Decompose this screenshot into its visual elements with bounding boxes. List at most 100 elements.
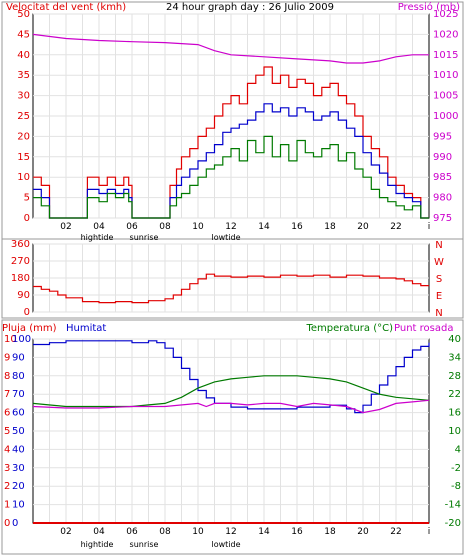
hour-tick-label: 16 bbox=[291, 527, 303, 537]
series-pressure bbox=[32, 33, 429, 64]
lowtide-marker-bottom: lowtide bbox=[211, 540, 240, 549]
hour-tick-label: 04 bbox=[93, 527, 105, 537]
direction-tick-label: 180 bbox=[11, 273, 30, 284]
hour-tick-label: i bbox=[428, 222, 431, 232]
hour-tick-label: 10 bbox=[192, 527, 204, 537]
temperature-tick-label: -2 bbox=[451, 463, 461, 474]
humidity-tick-label: 60 bbox=[12, 408, 25, 419]
wind-direction-panel-frame bbox=[1, 238, 464, 319]
wind-speed-tick-label: 15 bbox=[17, 152, 30, 163]
temperature-axis-label: Temperatura (°C) bbox=[305, 323, 393, 334]
axis-tick-labels: 0510152025303540455097598098599099510001… bbox=[4, 9, 461, 537]
temperature-tick-label: -8 bbox=[451, 481, 461, 492]
rain-tick-label: 3 bbox=[4, 463, 10, 474]
hour-tick-label: 18 bbox=[324, 222, 336, 232]
rain-tick-label: 2 bbox=[4, 481, 10, 492]
compass-tick-label: E bbox=[436, 291, 442, 302]
hour-tick-label: 18 bbox=[324, 527, 336, 537]
series-temperature bbox=[32, 375, 430, 408]
hour-tick-label: 14 bbox=[258, 527, 270, 537]
pressure-tick-label: 990 bbox=[433, 152, 452, 163]
rain-axis-label: Pluja (mm) bbox=[2, 323, 57, 334]
hour-tick-label: 20 bbox=[357, 222, 369, 232]
hour-tick-label: 06 bbox=[126, 527, 138, 537]
sunrise-marker-top: sunrise bbox=[130, 233, 159, 242]
rain-tick-label: 1 bbox=[4, 500, 10, 511]
series-wind-direction bbox=[33, 273, 429, 304]
compass-tick-label: N bbox=[435, 308, 442, 319]
wind-speed-tick-label: 35 bbox=[17, 70, 30, 81]
temperature-tick-label: 10 bbox=[448, 426, 461, 437]
wind-speed-axis-label: Velocitat del vent (kmh) bbox=[6, 2, 126, 13]
humidity-tick-label: 10 bbox=[12, 500, 25, 511]
temperature-tick-label: -20 bbox=[445, 518, 461, 529]
series-humidity bbox=[33, 340, 430, 414]
humidity-tick-label: 50 bbox=[12, 426, 25, 437]
humidity-tick-label: 0 bbox=[12, 518, 18, 529]
pressure-tick-label: 1010 bbox=[433, 70, 458, 81]
hour-tick-label: 08 bbox=[159, 527, 171, 537]
temperature-tick-label: 40 bbox=[448, 334, 461, 345]
direction-tick-label: 90 bbox=[17, 290, 30, 301]
hightide-marker-top: hightide bbox=[81, 233, 114, 242]
humidity-tick-label: 90 bbox=[12, 352, 25, 363]
pressure-tick-label: 1015 bbox=[433, 50, 458, 61]
rain-tick-label: 10 bbox=[4, 334, 17, 345]
hour-tick-label: 14 bbox=[258, 222, 270, 232]
sunrise-marker-bottom: sunrise bbox=[130, 540, 159, 549]
hour-tick-label: 02 bbox=[60, 527, 71, 537]
hour-tick-label: 22 bbox=[390, 222, 401, 232]
series-dew-point bbox=[32, 399, 430, 414]
hour-tick-label: 12 bbox=[225, 222, 236, 232]
rain-tick-label: 0 bbox=[4, 518, 10, 529]
rain-tick-label: 4 bbox=[4, 444, 10, 455]
direction-tick-label: 270 bbox=[11, 256, 30, 267]
temperature-tick-label: -14 bbox=[445, 500, 461, 511]
lowtide-marker-top: lowtide bbox=[211, 233, 240, 242]
wind-speed-tick-label: 50 bbox=[17, 9, 30, 20]
hour-tick-label: 10 bbox=[192, 222, 204, 232]
hour-tick-label: 22 bbox=[390, 527, 401, 537]
humidity-tick-label: 100 bbox=[12, 334, 31, 345]
series-wind-min bbox=[33, 135, 429, 219]
wind-speed-tick-label: 25 bbox=[17, 111, 30, 122]
pressure-tick-label: 995 bbox=[433, 131, 452, 142]
wind-speed-tick-label: 45 bbox=[17, 29, 30, 40]
hour-tick-label: i bbox=[428, 527, 431, 537]
temperature-tick-label: 28 bbox=[448, 371, 461, 382]
direction-tick-label: 360 bbox=[11, 239, 30, 250]
series-wind-avg bbox=[33, 103, 429, 219]
hour-tick-label: 06 bbox=[126, 222, 138, 232]
humidity-temperature-panel-frame bbox=[1, 319, 464, 555]
series-wind-gust bbox=[33, 66, 429, 219]
temperature-tick-label: 34 bbox=[448, 352, 461, 363]
humidity-axis-label: Humitat bbox=[66, 323, 106, 334]
hightide-marker-bottom: hightide bbox=[81, 540, 114, 549]
pressure-tick-label: 1000 bbox=[433, 111, 458, 122]
hour-tick-label: 12 bbox=[225, 527, 236, 537]
temperature-tick-label: 4 bbox=[455, 444, 461, 455]
compass-tick-label: S bbox=[436, 274, 442, 285]
wind-speed-tick-label: 5 bbox=[24, 193, 30, 204]
hour-tick-label: 02 bbox=[60, 222, 71, 232]
rain-tick-label: 7 bbox=[4, 389, 10, 400]
pressure-tick-label: 975 bbox=[433, 213, 452, 224]
humidity-tick-label: 80 bbox=[12, 371, 25, 382]
pressure-tick-label: 980 bbox=[433, 193, 452, 204]
chart-title: 24 hour graph day : 26 Julio 2009 bbox=[166, 2, 334, 13]
pressure-axis-label: Pressió (mb) bbox=[398, 1, 460, 13]
hour-tick-label: 04 bbox=[93, 222, 105, 232]
hour-tick-label: 08 bbox=[159, 222, 171, 232]
wind-speed-tick-label: 10 bbox=[17, 172, 30, 183]
pressure-tick-label: 1020 bbox=[433, 29, 458, 40]
pressure-tick-label: 1025 bbox=[433, 9, 458, 20]
direction-tick-label: 0 bbox=[24, 307, 30, 318]
dew-point-axis-label: Punt rosada bbox=[394, 323, 453, 334]
rain-tick-label: 5 bbox=[4, 426, 10, 437]
wind-speed-tick-label: 30 bbox=[17, 91, 30, 102]
humidity-tick-label: 70 bbox=[12, 389, 25, 400]
rain-tick-label: 9 bbox=[4, 352, 10, 363]
humidity-tick-label: 20 bbox=[12, 481, 25, 492]
